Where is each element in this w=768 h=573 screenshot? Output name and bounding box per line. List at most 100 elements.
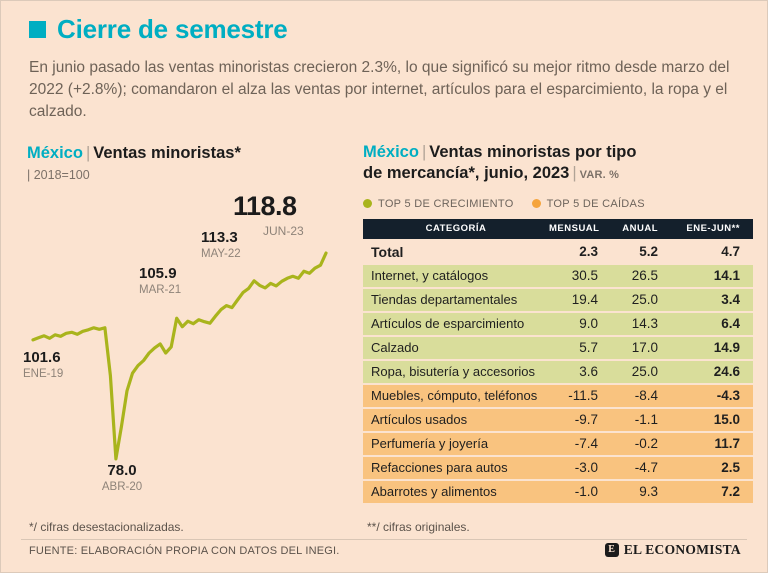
sales-line (31, 251, 328, 461)
title-separator: | (572, 164, 577, 183)
annotation-jun23-latest: 118.8 JUN-23 (233, 191, 304, 238)
mensual-cell: 30.5 (571, 267, 598, 283)
right-panel-title-line1: Ventas minoristas por tipo (429, 143, 637, 161)
title-separator: | (85, 144, 91, 162)
category-cell: Refacciones para autos (371, 459, 508, 475)
annotation-value: 113.3 (201, 229, 238, 246)
mensual-cell: -3.0 (574, 459, 598, 475)
annotation-may22: 113.3 MAY-22 (201, 229, 241, 260)
mensual-cell: -1.0 (574, 483, 598, 499)
table-row: Internet, y catálogos 30.5 26.5 14.1 (363, 264, 753, 287)
header-mensual: MENSUAL (549, 222, 600, 234)
decline-legend-label: TOP 5 DE CAÍDAS (546, 197, 645, 210)
anual-cell: 25.0 (631, 363, 658, 379)
region-label: México (363, 143, 419, 161)
right-panel-title-line2: de mercancía*, junio, 2023 (363, 164, 570, 183)
table-row: Calzado 5.7 17.0 14.9 (363, 336, 753, 359)
category-cell: Perfumería y joyería (371, 435, 489, 451)
annotation-label: MAR-21 (139, 284, 182, 296)
mensual-cell: 5.7 (579, 339, 598, 355)
category-cell: Internet, y catálogos (371, 267, 489, 283)
category-cell: Abarrotes y alimentos (371, 483, 497, 499)
enejun-cell: 4.7 (721, 243, 740, 259)
table-legend: TOP 5 DE CRECIMIENTO TOP 5 DE CAÍDAS (363, 198, 755, 210)
annotation-label: MAY-22 (201, 248, 241, 260)
left-panel-title: México | Ventas minoristas* (27, 144, 362, 163)
anual-cell: 25.0 (631, 291, 658, 307)
merchandise-table: CATEGORÍA MENSUAL ANUAL ENE-JUN** Total … (363, 218, 753, 503)
title-separator: | (421, 143, 427, 161)
mensual-cell: 2.3 (579, 243, 598, 259)
source-credit: FUENTE: ELABORACIÓN PROPIA CON DATOS DEL… (29, 545, 340, 557)
table-row: Artículos usados -9.7 -1.1 15.0 (363, 408, 753, 431)
anual-cell: 26.5 (631, 267, 658, 283)
var-percent-label: VAR. % (579, 169, 620, 182)
annotation-abr20: 78.0 ABR-20 (89, 462, 155, 493)
category-cell: Tiendas departamentales (371, 291, 518, 307)
retail-line-chart: 101.6 ENE-19 78.0 ABR-20 105.9 MAR-21 11… (21, 191, 361, 521)
category-cell: Ropa, bisutería y accesorios (371, 363, 536, 379)
table-row: Perfumería y joyería -7.4 -0.2 11.7 (363, 432, 753, 455)
anual-cell: -4.7 (634, 459, 658, 475)
mensual-cell: -7.4 (574, 435, 598, 451)
mensual-cell: 19.4 (571, 291, 598, 307)
anual-cell: -0.2 (634, 435, 658, 451)
intro-text: En junio pasado las ventas minoristas cr… (29, 59, 730, 120)
anual-cell: -8.4 (634, 387, 658, 403)
table-row: Tiendas departamentales 19.4 25.0 3.4 (363, 288, 753, 311)
footer-divider (21, 539, 747, 540)
page-title: Cierre de semestre (57, 14, 288, 44)
page-header: Cierre de semestre (29, 14, 288, 45)
anual-cell: 5.2 (639, 243, 658, 259)
table-row-total: Total 2.3 5.2 4.7 (363, 241, 753, 263)
enejun-cell: 14.1 (713, 267, 740, 283)
table-row: Artículos de esparcimiento 9.0 14.3 6.4 (363, 312, 753, 335)
publisher-brand: E EL ECONOMISTA (604, 542, 741, 558)
header-anual: ANUAL (622, 222, 658, 234)
annotation-mar21: 105.9 MAR-21 (139, 265, 181, 296)
annotation-value: 78.0 (107, 462, 137, 479)
anual-cell: 17.0 (631, 339, 658, 355)
table-row: Abarrotes y alimentos -1.0 9.3 7.2 (363, 480, 753, 503)
mensual-cell: -11.5 (568, 387, 598, 403)
annotation-label: JUN-23 (263, 224, 304, 238)
table-header-row: CATEGORÍA MENSUAL ANUAL ENE-JUN** (363, 218, 753, 239)
el-economista-logo-icon: E (604, 543, 619, 557)
enejun-cell: 7.2 (721, 483, 740, 499)
left-panel-title-text: Ventas minoristas* (93, 144, 241, 162)
growth-legend-label: TOP 5 DE CRECIMIENTO (378, 197, 514, 210)
annotation-label: ABR-20 (101, 481, 143, 493)
region-label: México (27, 144, 83, 162)
mensual-cell: 3.6 (579, 363, 598, 379)
growth-dot-icon (363, 199, 372, 209)
base-index-note: | 2018=100 (27, 168, 90, 182)
anual-cell: -1.1 (634, 411, 658, 427)
table-row: Muebles, cómputo, teléfonos -11.5 -8.4 -… (363, 384, 753, 407)
right-panel-title: México | Ventas minoristas por tipo de mer… (363, 142, 755, 185)
enejun-cell: -4.3 (716, 387, 740, 403)
merchandise-table-panel: México | Ventas minoristas por tipo de mer… (363, 142, 755, 505)
annotation-value: 101.6 (23, 349, 61, 366)
enejun-cell: 3.4 (721, 291, 740, 307)
anual-cell: 9.3 (639, 483, 658, 499)
enejun-cell: 2.5 (721, 459, 740, 475)
enejun-cell: 11.7 (714, 435, 740, 451)
enejun-cell: 15.0 (713, 411, 740, 427)
category-cell: Calzado (371, 339, 419, 355)
decline-dot-icon (531, 199, 541, 209)
category-cell: Artículos usados (371, 411, 468, 427)
header-enejun: ENE-JUN** (686, 222, 740, 234)
table-row: Ropa, bisutería y accesorios 3.6 25.0 24… (363, 360, 753, 383)
line-chart-svg (31, 251, 328, 461)
enejun-cell: 6.4 (721, 315, 740, 331)
mensual-cell: -9.7 (574, 411, 598, 427)
annotation-ene19: 101.6 ENE-19 (23, 349, 63, 380)
annotation-value: 105.9 (139, 265, 177, 282)
publisher-name: EL ECONOMISTA (623, 542, 741, 557)
annotation-value: 118.8 (233, 191, 297, 221)
footnote-deseasonalized: */ cifras desestacionalizadas. (29, 520, 184, 534)
header-categoria: CATEGORÍA (425, 222, 487, 234)
annotation-label: ENE-19 (23, 368, 64, 380)
enejun-cell: 24.6 (713, 363, 740, 379)
